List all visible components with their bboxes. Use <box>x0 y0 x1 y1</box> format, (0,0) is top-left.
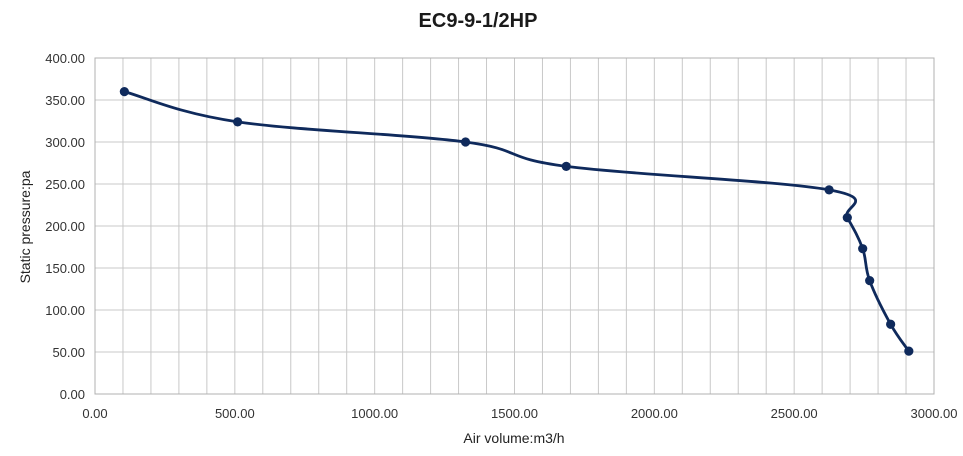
data-point <box>233 117 243 127</box>
y-tick-label: 100.00 <box>45 303 85 318</box>
plot-frame <box>94 57 935 395</box>
x-tick-label: 1000.00 <box>351 406 398 421</box>
y-tick-label: 0.00 <box>60 387 85 402</box>
chart-title: EC9-9-1/2HP <box>419 10 538 32</box>
data-point <box>842 213 852 223</box>
x-tick-label: 3000.00 <box>911 406 958 421</box>
x-axis-label: Air volume:m3/h <box>463 430 564 446</box>
y-tick-label: 250.00 <box>45 177 85 192</box>
data-point <box>824 185 834 195</box>
data-point <box>865 276 875 286</box>
y-tick-label: 200.00 <box>45 219 85 234</box>
data-point <box>858 244 868 254</box>
y-tick-label: 150.00 <box>45 261 85 276</box>
y-tick-label: 400.00 <box>45 51 85 66</box>
series-layer <box>119 87 914 356</box>
x-tick-label: 0.00 <box>82 406 107 421</box>
data-point <box>119 87 129 97</box>
x-tick-label: 1500.00 <box>491 406 538 421</box>
x-tick-label: 2000.00 <box>631 406 678 421</box>
data-point <box>561 161 571 171</box>
y-tick-label: 350.00 <box>45 93 85 108</box>
y-axis-label: Static pressure:pa <box>17 170 33 283</box>
grid <box>94 57 935 395</box>
series-line <box>122 90 911 353</box>
x-tick-label: 2500.00 <box>771 406 818 421</box>
x-tick-label: 500.00 <box>215 406 255 421</box>
tick-labels: 0.00 500.00 1000.00 1500.00 2000.00 2500.00 30… <box>45 51 957 421</box>
y-tick-label: 50.00 <box>52 345 85 360</box>
y-tick-label: 300.00 <box>45 135 85 150</box>
data-point <box>904 346 914 356</box>
data-point <box>460 137 471 147</box>
data-point <box>886 319 896 329</box>
